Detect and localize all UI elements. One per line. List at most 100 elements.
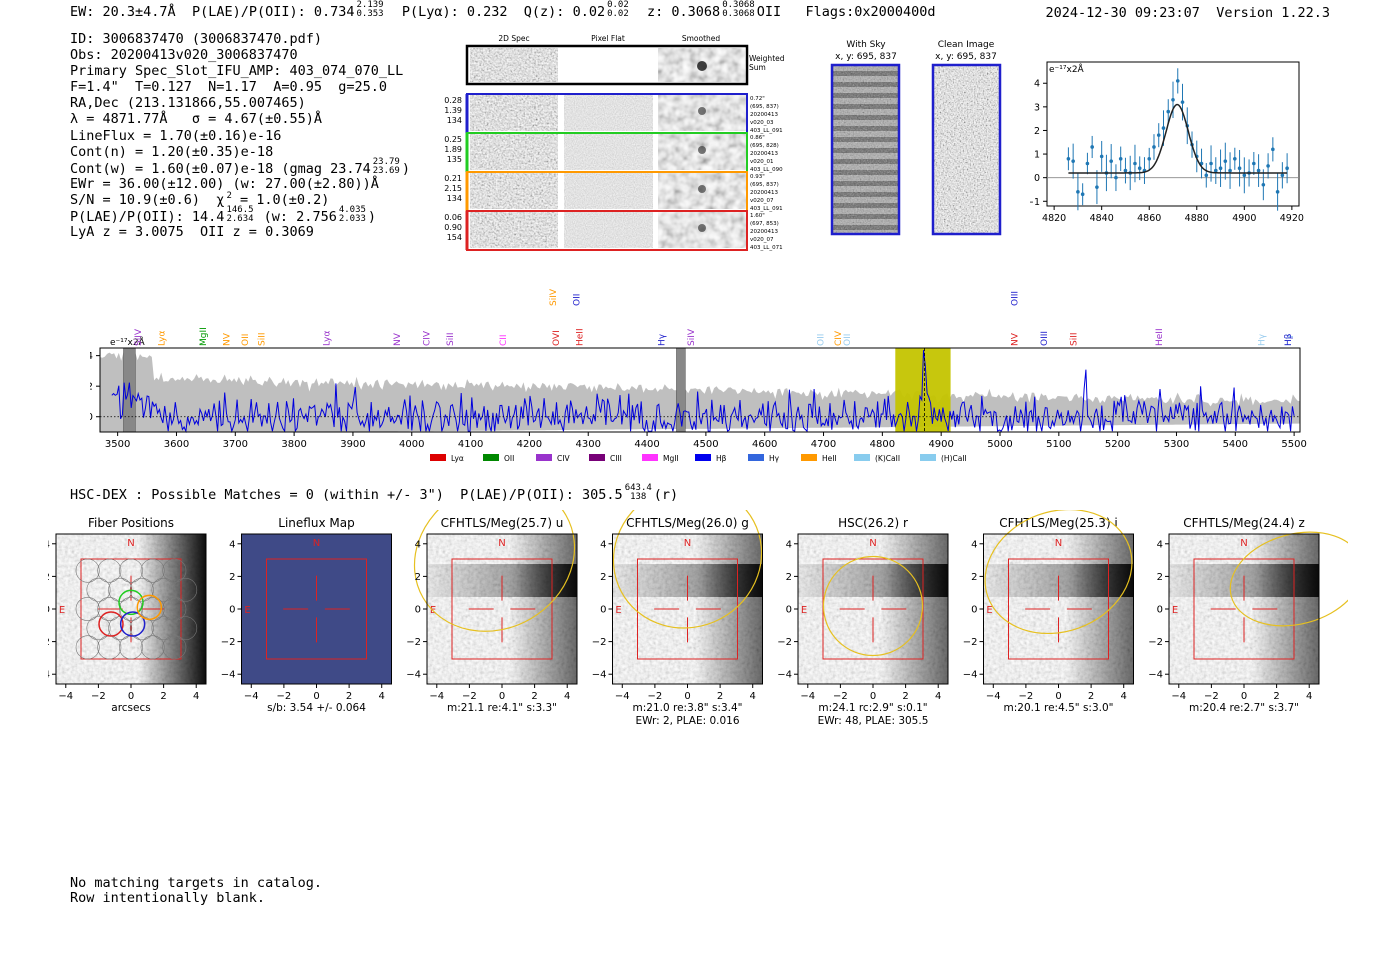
weighted-sum-label: Weighted: [749, 54, 785, 63]
hsc-dex-summary: HSC-DEX : Possible Matches = 0 (within +…: [70, 484, 678, 504]
cutout-x-tick-label: 2: [531, 691, 537, 702]
cutout-y-tick-label: 2: [1157, 572, 1163, 583]
cutout-x-tick-label: 0: [1241, 691, 1247, 702]
cutout-panel-5: HSC(26.2) r N E −4 −4 −2 −2 0 0 2 2 4 4 m:24.1 rc:2.9…: [777, 516, 949, 725]
info-fparams: F=1.4" T=0.127 N=1.17 A=0.95 g=25.0: [70, 79, 387, 96]
fiber-circle: [97, 558, 122, 583]
fit-data-point: [1175, 79, 1180, 83]
cutout-aperture-box: [637, 558, 738, 660]
spec2d-row-source: [698, 185, 706, 193]
cutout-x-tick-label: −4: [1171, 691, 1186, 702]
spectrum-x-tick-label: 4200: [517, 439, 542, 450]
spec2d-row-left-label: 134: [447, 194, 462, 203]
spectrum-line-label: Lyα: [158, 330, 168, 346]
spectrum-x-tick-label: 4400: [634, 439, 659, 450]
spectrum-legend-label: (H)CaII: [941, 454, 967, 463]
cutout-x-tick-label: 2: [902, 691, 908, 702]
cutout-caption: m:20.4 re:2.7" s:3.7": [1189, 702, 1299, 714]
cutout-y-tick-label: 2: [229, 572, 235, 583]
spec2d-row-flat: [564, 134, 653, 170]
spec2d-row-flat: [564, 212, 653, 248]
spectrum-axes-frame: [99, 347, 1301, 433]
spectrum-line-label: SiII: [1069, 332, 1079, 346]
fiber-circle: [162, 635, 187, 660]
fit-data-point: [1209, 161, 1213, 166]
cutout-y-tick-label: −2: [1148, 637, 1163, 648]
fit-data-point: [1285, 166, 1289, 171]
spec2d-row-left-label: 135: [447, 155, 462, 164]
fit-data-point: [1118, 156, 1123, 161]
fit-x-tick-label: 4840: [1090, 213, 1114, 224]
spec2d-row-left-label: 1.89: [444, 145, 462, 154]
cutout-y-tick-label: 4: [229, 539, 235, 550]
cutout-north-label: N: [313, 538, 320, 549]
spec2d-row-right-label: 403_LL_091: [750, 206, 783, 212]
info-plae: P(LAE)/P(OII): 14.4 146.5 2.634 (w: 2.756 4…: [70, 205, 377, 226]
spectrum-y-tick-label: 2: [90, 382, 93, 393]
fit-y-tick-label: 0: [1034, 173, 1040, 184]
cutout-x-tick-label: 0: [684, 691, 690, 702]
cutout-x-tick-label: −4: [615, 691, 630, 702]
info-ewr: EWr = 36.00(±12.00) (w: 27.00(±2.80))Å: [70, 175, 379, 192]
header-z: z: 0.3068: [647, 4, 721, 20]
fit-data-point: [1071, 159, 1075, 163]
fit-data-point: [1156, 133, 1161, 137]
cutout-panel-3: CFHTLS/Meg(25.7) uNE−4−4−2−2002244m:21.1…: [406, 510, 578, 714]
fit-data-point: [1213, 168, 1218, 173]
cutout-x-tick-label: 2: [346, 691, 352, 702]
spectrum-line-label: NV: [222, 332, 232, 346]
spectrum-line-label: CII: [499, 334, 509, 346]
cutout-ellipse: [1229, 531, 1348, 627]
cutout-east-label: E: [801, 605, 807, 616]
spectrum-legend-swatch: [483, 454, 499, 461]
cutout-x-tick-label: −4: [429, 691, 444, 702]
spectrum-x-tick-label: 5100: [1046, 439, 1071, 450]
spectrum-legend-label: Hγ: [769, 454, 780, 463]
cutout-panel-4: CFHTLS/Meg(26.0) g N E −4 −4 −2 −2 0 0 2 2 4 4 m:21.0…: [592, 510, 763, 725]
spectrum-error-envelope: [100, 352, 1300, 432]
spectrum-line-label: OIII: [1011, 291, 1021, 306]
cutout-y-tick-label: 0: [48, 605, 50, 616]
spectrum-legend-swatch: [642, 454, 658, 461]
spectrum-legend-label: Lyα: [451, 454, 464, 463]
fit-data-point: [1166, 109, 1171, 114]
cutout-y-tick-label: −4: [963, 670, 978, 681]
cutout-panel-2: Lineflux Map N E −4 −4 −2 −2 0 0 2 2 4 4 s/b: 3.54 +/…: [221, 516, 392, 714]
spec2d-row-left-label: 0.28: [444, 96, 462, 105]
spectrum-line-label: MgII: [199, 327, 209, 346]
info-plae-w: (w: 2.756: [263, 209, 337, 226]
spectrum-line-label: NV: [393, 332, 403, 346]
spectrum-line-label: CIV: [834, 330, 844, 346]
cutout-aperture-box: [451, 558, 553, 660]
fit-data-point: [1076, 190, 1080, 194]
fiber-circle: [173, 577, 198, 602]
cutout-x-tick-label: −2: [648, 691, 663, 702]
fit-data-point: [1242, 173, 1247, 178]
info-plae-frac: 146.5 2.634: [226, 206, 253, 224]
spec2d-row-source: [698, 107, 706, 115]
cutout-ellipse: [612, 510, 763, 629]
spec2d-row-right-label: (695, 837): [750, 104, 779, 110]
info-contn: Cont(n) = 1.20(±0.35)e-18: [70, 143, 274, 160]
cutout-north-label: N: [1240, 538, 1247, 549]
fit-data-point: [1252, 161, 1256, 166]
info-contw-frac: 23.79 23.69: [373, 157, 400, 176]
fiber-circle: [162, 597, 187, 621]
fit-data-point: [1152, 145, 1156, 149]
header-z-frac: 0.3068 0.3068: [722, 1, 755, 19]
fit-data-point: [1085, 161, 1090, 166]
cutout-north-label: N: [498, 538, 505, 549]
info-contw: Cont(w) = 1.60(±0.07)e-18 (gmag 23.74 23.…: [70, 156, 410, 177]
cutout-aperture-box: [1008, 558, 1109, 660]
clean-image-coords: x, y: 695, 837: [935, 52, 997, 62]
weighted-sum-2d: [470, 48, 558, 82]
spectrum-x-tick-label: 5200: [1105, 439, 1130, 450]
cutout-y-tick-label: −2: [963, 637, 978, 648]
info-sn-chi: 2: [226, 190, 232, 201]
cutout-y-tick-label: 0: [1157, 605, 1163, 616]
fit-data-point: [1275, 190, 1280, 194]
spectrum-legend-label: CIII: [610, 454, 622, 463]
cutout-y-tick-label: 2: [600, 572, 606, 583]
spectrum-legend-label: (K)CaII: [875, 454, 900, 463]
header-ew: EW: 20.3±4.7Å: [70, 4, 176, 20]
